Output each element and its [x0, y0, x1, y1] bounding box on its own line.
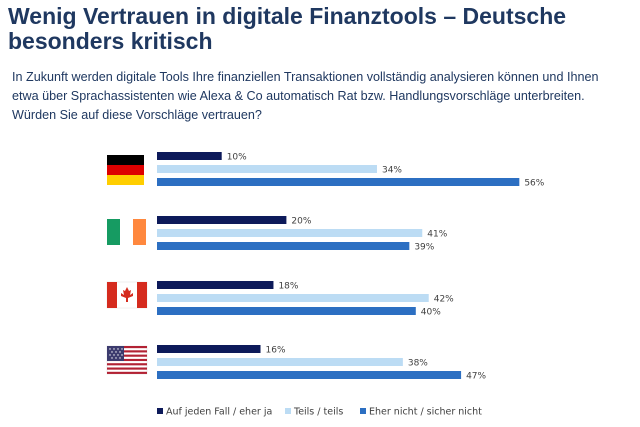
ireland-flag	[107, 219, 146, 245]
chart-question: In Zukunft werden digitale Tools Ihre fi…	[12, 70, 599, 122]
legend-swatch-light	[285, 408, 291, 414]
bar-germany-mid	[157, 178, 520, 186]
data-label-germany-mid: 56%	[524, 179, 544, 189]
data-label-ireland-light: 41%	[427, 230, 447, 240]
bar-usa-dark	[157, 345, 261, 353]
bar-germany-light	[157, 165, 377, 173]
bar-ireland-light	[157, 229, 423, 237]
bar-usa-mid	[157, 371, 462, 379]
bars-group: 10% 34% 56% 20% 41% 39% 18% 42% 40% 16% 38% 47%	[157, 152, 545, 382]
bar-usa-light	[157, 358, 403, 366]
data-label-germany-light: 34%	[382, 166, 402, 176]
bar-ireland-dark	[157, 216, 287, 224]
page-title: Wenig Vertrauen in digitale Finanztools …	[8, 3, 567, 54]
legend-swatch-mid	[360, 408, 366, 414]
data-label-ireland-mid: 39%	[414, 243, 434, 253]
bar-canada-mid	[157, 307, 416, 315]
data-label-ireland-dark: 20%	[291, 217, 311, 227]
data-label-usa-dark: 16%	[266, 346, 286, 356]
data-label-canada-mid: 40%	[421, 308, 441, 318]
data-label-usa-light: 38%	[408, 359, 428, 369]
bar-germany-dark	[157, 152, 222, 160]
canada-flag	[106, 281, 148, 309]
data-label-canada-light: 42%	[434, 295, 454, 305]
data-label-canada-dark: 18%	[278, 282, 298, 292]
germany-flag	[107, 155, 144, 185]
bar-canada-dark	[157, 281, 274, 289]
legend-swatch-dark	[157, 408, 163, 414]
data-label-usa-mid: 47%	[466, 372, 486, 382]
legend-label-mid: Eher nicht / sicher nicht	[369, 407, 482, 418]
legend-label-light: Teils / teils	[293, 407, 343, 418]
data-label-germany-dark: 10%	[227, 153, 247, 163]
bar-canada-light	[157, 294, 429, 302]
usa-flag	[106, 345, 148, 375]
bar-ireland-mid	[157, 242, 410, 250]
chart-legend: Auf jeden Fall / eher ja Teils / teils Ehe…	[157, 407, 482, 418]
legend-label-dark: Auf jeden Fall / eher ja	[166, 407, 272, 418]
